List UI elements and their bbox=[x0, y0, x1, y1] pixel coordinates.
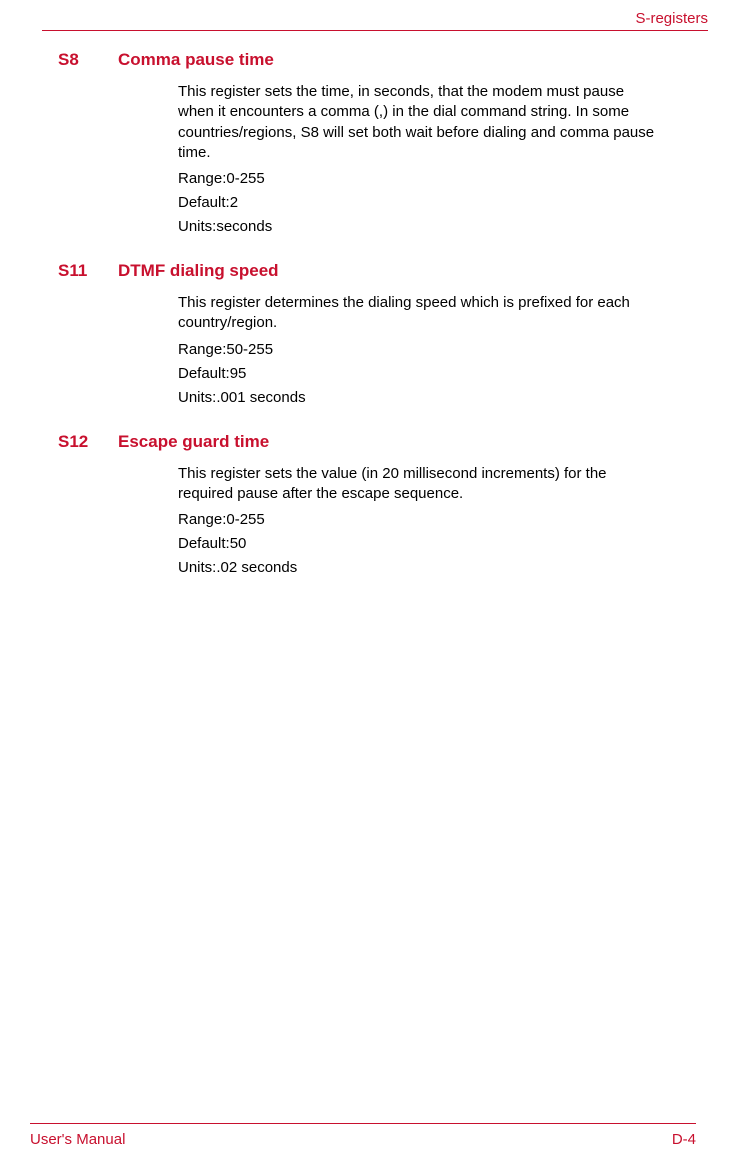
heading-title: Escape guard time bbox=[118, 432, 269, 452]
heading-code: S8 bbox=[58, 50, 118, 70]
section-default: Default:50 bbox=[178, 532, 656, 556]
footer-page-number: D-4 bbox=[672, 1131, 696, 1148]
section-description: This register sets the time, in seconds,… bbox=[178, 82, 656, 163]
section-units: Units:seconds bbox=[178, 215, 656, 239]
section-default: Default:95 bbox=[178, 362, 656, 386]
heading-code: S12 bbox=[58, 432, 118, 452]
section-s12: S12 Escape guard time This register sets… bbox=[58, 432, 656, 581]
footer-rule bbox=[30, 1123, 696, 1124]
header-rule bbox=[42, 30, 708, 31]
section-body: This register sets the value (in 20 mill… bbox=[178, 464, 656, 581]
footer-left-text: User's Manual bbox=[30, 1131, 125, 1148]
section-s8: S8 Comma pause time This register sets t… bbox=[58, 50, 656, 239]
section-heading: S12 Escape guard time bbox=[58, 432, 656, 452]
heading-title: DTMF dialing speed bbox=[118, 261, 279, 281]
section-range: Range:0-255 bbox=[178, 508, 656, 532]
section-default: Default:2 bbox=[178, 191, 656, 215]
section-heading: S8 Comma pause time bbox=[58, 50, 656, 70]
section-units: Units:.02 seconds bbox=[178, 556, 656, 580]
section-range: Range:0-255 bbox=[178, 167, 656, 191]
heading-code: S11 bbox=[58, 261, 118, 281]
section-range: Range:50-255 bbox=[178, 338, 656, 362]
section-units: Units:.001 seconds bbox=[178, 386, 656, 410]
content-area: S8 Comma pause time This register sets t… bbox=[58, 50, 656, 602]
header-title: S-registers bbox=[635, 10, 708, 27]
section-description: This register determines the dialing spe… bbox=[178, 293, 656, 334]
section-heading: S11 DTMF dialing speed bbox=[58, 261, 656, 281]
section-body: This register determines the dialing spe… bbox=[178, 293, 656, 410]
section-body: This register sets the time, in seconds,… bbox=[178, 82, 656, 239]
heading-title: Comma pause time bbox=[118, 50, 274, 70]
section-description: This register sets the value (in 20 mill… bbox=[178, 464, 656, 505]
section-s11: S11 DTMF dialing speed This register det… bbox=[58, 261, 656, 410]
